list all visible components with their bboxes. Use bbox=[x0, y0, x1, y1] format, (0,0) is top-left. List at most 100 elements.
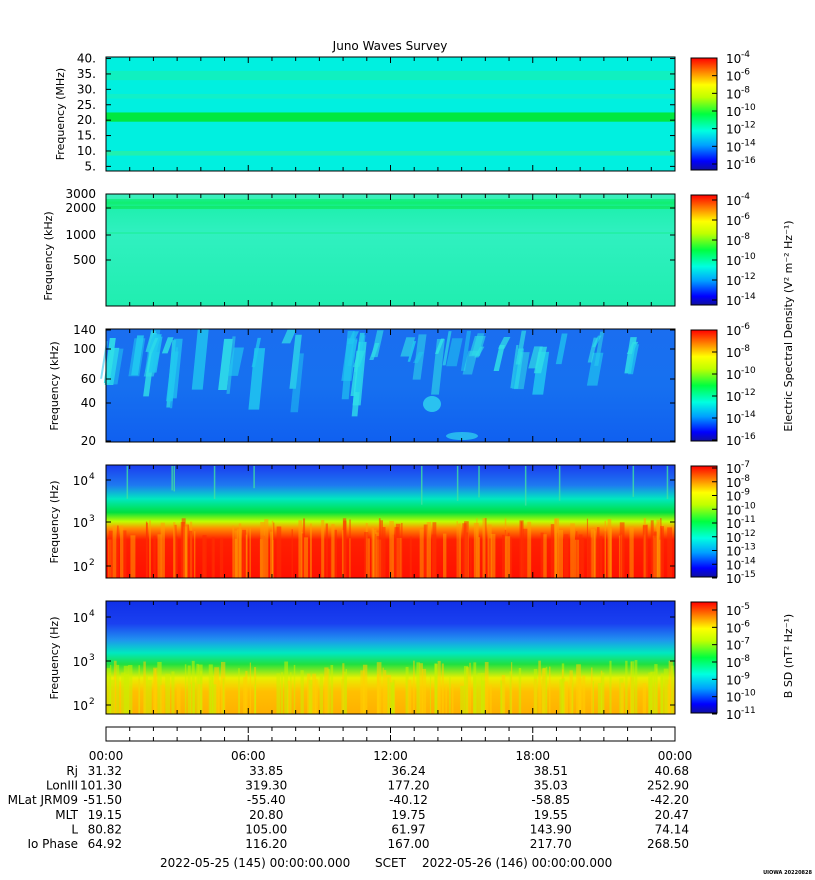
emission-streak bbox=[371, 330, 384, 358]
panel-hfr-low-band-1000 bbox=[106, 232, 675, 234]
ephemeris-value: 80.82 bbox=[88, 822, 122, 836]
colorbar-tick-exponent: -12 bbox=[741, 272, 756, 282]
panel-hfr-high-ytick-label: 40. bbox=[77, 52, 96, 66]
emission-column bbox=[342, 663, 345, 714]
colorbar-tick-exponent: -4 bbox=[741, 192, 750, 202]
emission-burst bbox=[193, 531, 196, 578]
emission-column bbox=[116, 664, 120, 714]
emission-column bbox=[191, 660, 195, 714]
panel-hfr-low-ytick-label: 500 bbox=[73, 253, 96, 267]
colorbar-tick-exponent: -16 bbox=[741, 156, 756, 166]
magnetic-colorbar-label: B SD (nT² Hz⁻¹) bbox=[782, 614, 795, 698]
emission-burst bbox=[505, 536, 511, 578]
ephemeris-value: 74.14 bbox=[655, 822, 689, 836]
emission-spike bbox=[171, 466, 173, 491]
colorbar-tick-exponent: -14 bbox=[741, 292, 756, 302]
emission-column bbox=[642, 683, 647, 714]
panel-hfr-high-band bbox=[106, 150, 675, 156]
emission-column bbox=[243, 676, 246, 714]
emission-column bbox=[113, 660, 117, 714]
emission-spike bbox=[632, 466, 635, 497]
emission-burst bbox=[331, 523, 335, 578]
ephemeris-table: 00:00 06:00 12:00 18:00 00:00 Rj 31.32 33.85 36.… bbox=[8, 749, 693, 851]
emission-column bbox=[561, 678, 566, 714]
ephemeris-value: 61.97 bbox=[391, 822, 425, 836]
emission-burst bbox=[376, 536, 380, 578]
colorbar-tick-exponent: -8 bbox=[741, 344, 750, 354]
emission-streak bbox=[446, 338, 463, 367]
emission-column bbox=[654, 664, 658, 714]
ephemeris-value: 20.80 bbox=[249, 808, 283, 822]
emission-column bbox=[284, 661, 289, 714]
ephemeris-row-label: LonIII bbox=[46, 779, 78, 793]
ephemeris-time: 06:00 bbox=[231, 749, 266, 763]
emission-column bbox=[377, 673, 379, 714]
emission-column bbox=[281, 672, 283, 714]
colorbar-tick-base: 10 bbox=[726, 52, 741, 66]
colorbar-tick-base: 10 bbox=[726, 254, 741, 268]
emission-column bbox=[559, 679, 563, 714]
emission-column bbox=[549, 666, 551, 714]
emission-burst bbox=[395, 523, 401, 578]
emission-column bbox=[609, 660, 612, 714]
emission-column bbox=[187, 665, 191, 714]
emission-column bbox=[625, 660, 628, 714]
panel-hfr-low-colorbar bbox=[690, 194, 718, 306]
colorbar-tick-exponent: -10 bbox=[741, 501, 756, 511]
ytick-base: 10 bbox=[73, 474, 88, 488]
colorbar-tick-base: 10 bbox=[726, 87, 741, 101]
emission-column bbox=[445, 684, 447, 714]
colorbar-tick-base: 10 bbox=[726, 621, 741, 635]
colorbar-tick-exponent: -12 bbox=[741, 121, 756, 131]
panel-hfr-high-ytick-label: 5. bbox=[85, 159, 96, 173]
emission-column bbox=[668, 660, 673, 714]
emission-streak bbox=[148, 336, 163, 373]
emission-streak bbox=[131, 335, 144, 376]
emission-streak bbox=[434, 338, 445, 354]
emission-burst bbox=[657, 521, 660, 578]
emission-burst bbox=[618, 535, 621, 578]
emission-streak bbox=[497, 336, 511, 349]
colorbar-tick-exponent: -7 bbox=[741, 460, 750, 470]
emission-column bbox=[119, 681, 122, 714]
emission-burst bbox=[484, 518, 487, 578]
panel-lfr-high-ylabel: Frequency (kHz) bbox=[48, 341, 61, 430]
emission-column bbox=[437, 660, 441, 714]
ephemeris-time: 12:00 bbox=[373, 749, 408, 763]
ytick-exponent: 4 bbox=[89, 472, 95, 482]
ephemeris-value: 252.90 bbox=[647, 779, 689, 793]
emission-column bbox=[660, 676, 664, 714]
emission-burst bbox=[558, 530, 564, 578]
emission-spike bbox=[173, 466, 175, 492]
emission-burst bbox=[382, 527, 386, 578]
colorbar-tick-base: 10 bbox=[726, 346, 741, 360]
ytick-base: 10 bbox=[73, 516, 88, 530]
panel-hfr-low-ytick-label: 2000 bbox=[65, 201, 96, 215]
colorbar-tick-base: 10 bbox=[726, 545, 741, 559]
emission-streak bbox=[191, 329, 209, 390]
ytick-base: 10 bbox=[73, 560, 88, 574]
colorbar-tick-exponent: -8 bbox=[741, 232, 750, 242]
emission-column bbox=[463, 666, 469, 714]
emission-column bbox=[387, 677, 390, 714]
emission-burst bbox=[112, 525, 117, 578]
emission-streak bbox=[515, 330, 527, 365]
emission-column bbox=[276, 673, 281, 714]
emission-burst bbox=[273, 522, 275, 578]
emission-column bbox=[238, 668, 240, 714]
emission-burst bbox=[153, 535, 156, 578]
emission-column bbox=[308, 679, 313, 714]
emission-column bbox=[106, 668, 111, 714]
panel-hfr-low-spectrogram bbox=[106, 194, 675, 306]
colorbar-tick-exponent: -15 bbox=[741, 570, 756, 580]
colorbar-tick-base: 10 bbox=[726, 214, 741, 228]
emission-burst bbox=[291, 529, 293, 578]
ephemeris-value: 35.03 bbox=[534, 779, 568, 793]
credit-stamp: UIOWA 20220828 bbox=[763, 870, 812, 876]
